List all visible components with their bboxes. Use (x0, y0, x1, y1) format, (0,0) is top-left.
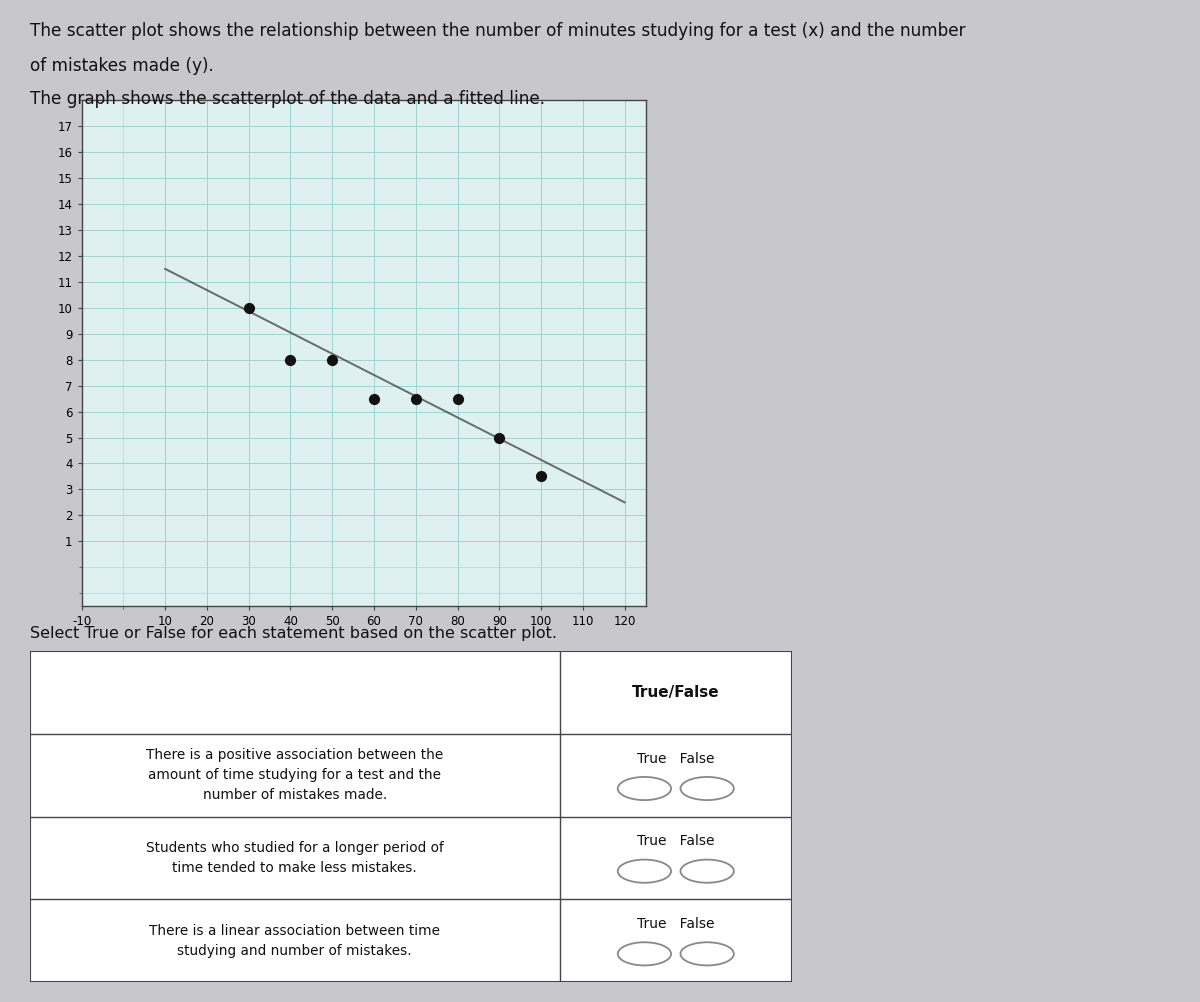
Point (281, 352, 300, 368)
Text: The scatter plot shows the relationship between the number of minutes studying f: The scatter plot shows the relationship … (30, 22, 966, 40)
Text: The graph shows the scatterplot of the data and a fitted line.: The graph shows the scatterplot of the d… (30, 90, 545, 108)
Text: of mistakes made (y).: of mistakes made (y). (30, 57, 214, 75)
Text: Students who studied for a longer period of
time tended to make less mistakes.: Students who studied for a longer period… (146, 841, 444, 875)
Text: True/False: True/False (632, 685, 720, 700)
Text: There is a linear association between time
studying and number of mistakes.: There is a linear association between ti… (149, 924, 440, 958)
Text: There is a positive association between the
amount of time studying for a test a: There is a positive association between … (146, 748, 444, 803)
Text: True   False: True False (637, 752, 714, 766)
Text: True   False: True False (637, 835, 714, 849)
Point (365, 391, 384, 407)
Point (448, 391, 467, 407)
Point (323, 352, 342, 368)
Point (532, 469, 551, 485)
Point (407, 391, 426, 407)
Point (239, 300, 258, 316)
Text: True   False: True False (637, 917, 714, 931)
Text: Select True or False for each statement based on the scatter plot.: Select True or False for each statement … (30, 626, 557, 641)
Point (490, 430, 509, 446)
